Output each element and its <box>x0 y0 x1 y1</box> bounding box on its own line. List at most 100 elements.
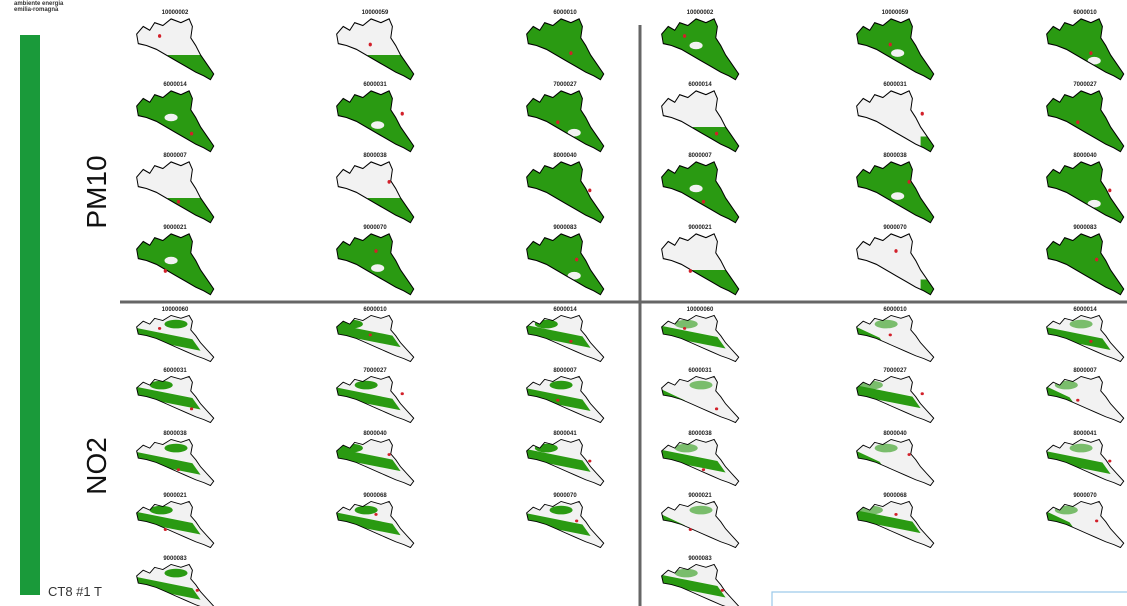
map <box>135 375 217 425</box>
map <box>525 375 607 425</box>
coverage <box>150 381 173 390</box>
map-label: 8000007 <box>1073 368 1097 374</box>
station <box>1108 460 1111 463</box>
gap <box>690 42 703 50</box>
map-body <box>855 438 937 488</box>
map-label: 9000021 <box>163 225 187 231</box>
station <box>689 528 692 531</box>
station <box>889 333 892 336</box>
map <box>660 375 742 425</box>
map-label: 9000070 <box>363 225 387 231</box>
map <box>855 500 937 550</box>
map-label: 9000021 <box>688 493 712 499</box>
station <box>1095 519 1098 522</box>
station <box>190 132 193 136</box>
map-label: 6000014 <box>1073 307 1097 313</box>
map <box>1045 232 1127 299</box>
map <box>660 500 742 550</box>
map-body <box>135 438 217 488</box>
map-body <box>660 314 742 364</box>
map <box>525 160 607 227</box>
map-label: 9000083 <box>553 225 577 231</box>
station <box>401 392 404 395</box>
station <box>907 180 910 184</box>
map-body <box>335 500 417 550</box>
coverage <box>165 444 188 453</box>
map-body <box>135 314 217 364</box>
coverage <box>150 506 173 515</box>
map-body <box>525 89 607 156</box>
gap <box>1068 272 1081 280</box>
station <box>369 43 372 47</box>
map <box>855 17 937 84</box>
station <box>1095 258 1098 262</box>
station <box>1108 189 1111 193</box>
map-label: 10000059 <box>362 10 389 16</box>
station <box>387 180 390 184</box>
map <box>660 314 742 364</box>
coverage <box>1045 160 1127 227</box>
map-label: 9000068 <box>363 493 387 499</box>
map-body <box>525 375 607 425</box>
map-body <box>855 17 937 84</box>
station <box>702 468 705 471</box>
map <box>1045 314 1127 364</box>
map-body <box>1045 500 1127 550</box>
station <box>1089 51 1092 55</box>
map <box>525 438 607 488</box>
coverage <box>535 320 558 329</box>
station <box>569 340 572 343</box>
coverage <box>875 320 898 329</box>
header-line2: emilia-romagna <box>14 7 59 13</box>
map <box>660 17 742 84</box>
station <box>575 258 578 262</box>
map <box>855 160 937 227</box>
station <box>715 132 718 136</box>
map-label: 8000038 <box>363 153 387 159</box>
slide: ambiente energia emilia-romagna PM10 NO2… <box>0 0 1127 606</box>
map-label: 9000021 <box>163 493 187 499</box>
map-body <box>525 314 607 364</box>
station <box>158 327 161 330</box>
coverage <box>675 569 698 578</box>
map <box>1045 17 1127 84</box>
map-label: 7000027 <box>553 82 577 88</box>
map-land <box>1045 500 1127 550</box>
map-grid: 1000000210000059600001060000146000031700… <box>135 10 1127 606</box>
map <box>1045 438 1127 488</box>
map <box>1045 500 1127 550</box>
coverage <box>675 444 698 453</box>
map <box>525 17 607 84</box>
station <box>721 589 724 592</box>
map <box>525 314 607 364</box>
map <box>335 500 417 550</box>
map-label: 7000027 <box>883 368 907 374</box>
coverage <box>660 160 742 227</box>
map-body <box>1045 314 1127 364</box>
gap <box>548 200 561 208</box>
map-label: 6000031 <box>883 82 907 88</box>
coverage <box>690 381 713 390</box>
map-label: 9000083 <box>163 556 187 562</box>
map-body <box>660 160 742 227</box>
map-label: 8000041 <box>1073 431 1097 437</box>
map-body <box>1045 89 1127 156</box>
map-label: 9000070 <box>553 493 577 499</box>
map <box>135 232 217 299</box>
map-body <box>525 500 607 550</box>
station <box>164 528 167 531</box>
map-land <box>855 438 937 488</box>
map-body <box>335 314 417 364</box>
map-label: 7000027 <box>1073 82 1097 88</box>
coverage <box>535 444 558 453</box>
map-label: 10000059 <box>882 10 909 16</box>
map-body <box>1045 232 1127 299</box>
station <box>894 513 897 516</box>
station <box>569 51 572 55</box>
map <box>855 89 937 156</box>
map <box>335 375 417 425</box>
map-label: 6000014 <box>688 82 712 88</box>
station <box>401 112 404 116</box>
map-land <box>1045 375 1127 425</box>
map-body <box>855 375 937 425</box>
